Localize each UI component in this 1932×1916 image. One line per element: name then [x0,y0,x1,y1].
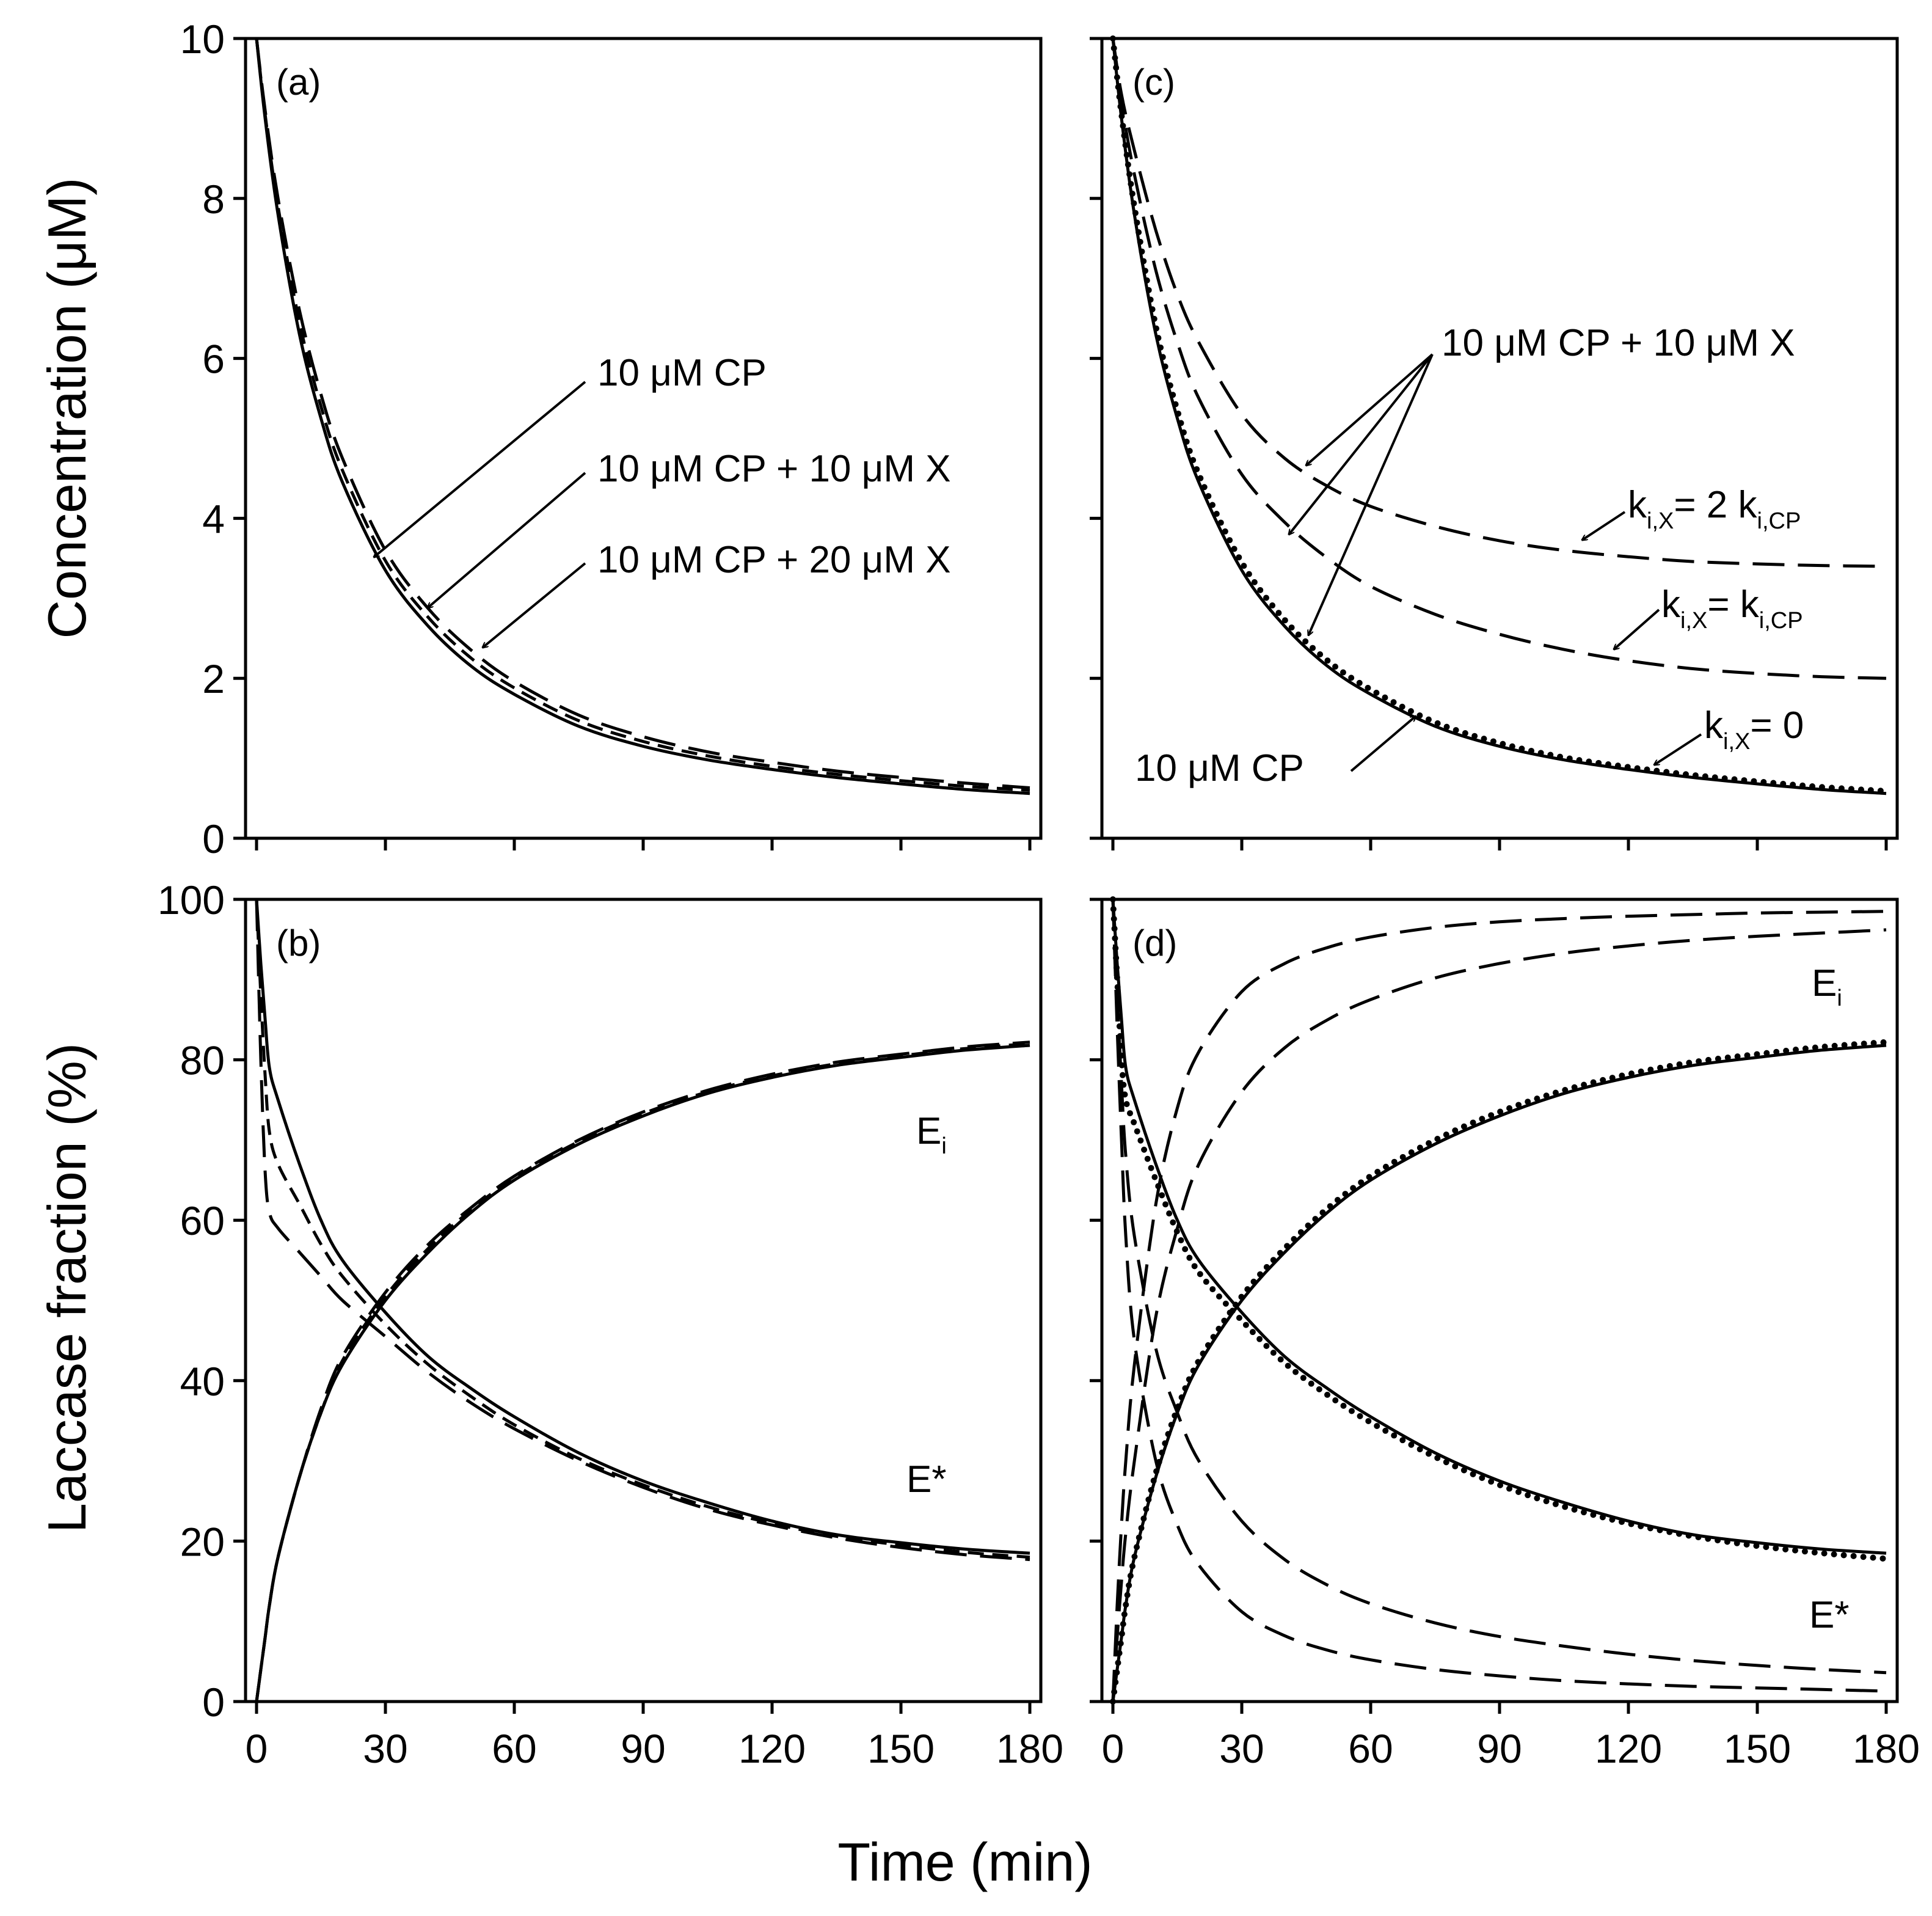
series-line [255,38,1030,789]
arrow-ki-x-0 [1654,733,1702,765]
x-tick-label: 180 [996,1726,1063,1771]
series-line [1111,910,1887,1702]
arrow-10um-cp [374,381,586,557]
series-line [255,38,1030,792]
arrow-ki-x-2ki-cp [1582,511,1626,540]
series-line [1111,38,1887,680]
panel-d: 0 30 60 90 120 150 180 (d) [1090,896,1920,1771]
series-line [255,38,1030,795]
label-e-star: E* [1809,1594,1849,1636]
annotation-10um-cp-10um-x: 10 μM CP + 10 μM X [1442,322,1795,364]
label-ei: Ei [1812,962,1842,1011]
label-ki-x-2ki-cp: ki,X= 2 ki,CP [1628,484,1801,534]
arrow-to-k-curve [1289,353,1434,535]
panel-label: (b) [276,923,321,963]
plot-frame [1100,898,1899,1703]
y-tick-label: 100 [158,877,225,923]
x-tick-label: 120 [738,1726,806,1771]
panel-b-annotations: Ei E* [906,1110,947,1501]
y-axis-title-laccase-fraction: Laccase fraction (%) [37,1043,97,1533]
annotation-10um-cp: 10 μM CP [1135,747,1304,789]
x-tick-label: 120 [1595,1726,1662,1771]
arrow-to-zero-curve [1308,354,1434,635]
y-tick-label: 60 [180,1198,225,1243]
x-tick-label: 180 [1853,1726,1920,1771]
panel-label: (d) [1132,923,1177,963]
panel-b: 0 20 40 60 80 100 0 30 60 90 120 150 180 (b) [158,877,1063,1771]
series-line [255,899,1030,1559]
series-line [255,899,1030,1562]
series-line [1111,38,1887,795]
y-tick-label: 2 [202,656,225,701]
x-tick-label: 150 [867,1726,935,1771]
arrow-10um-cp-20um-x [483,562,586,648]
y-tick-label: 0 [202,816,225,861]
label-e-star: E* [906,1458,946,1501]
arrow-ki-x-ki-cp [1614,609,1660,649]
series-line [255,899,1030,1555]
x-tick-label: 60 [1348,1726,1393,1771]
label-ki-x-0: ki,X= 0 [1704,704,1804,755]
series-line [1110,35,1889,794]
panel-a: 0 2 4 6 8 10 (a) [180,16,1043,861]
series-line [1111,1044,1887,1702]
y-tick-label: 0 [202,1680,225,1725]
y-tick-label: 80 [180,1038,225,1083]
x-tick-label: 30 [1219,1726,1264,1771]
y-tick-label: 8 [202,177,225,222]
panel-label: (a) [276,62,321,103]
series-line [1111,899,1887,1693]
x-axis-title-time: Time (min) [837,1832,1092,1892]
annotation-10um-cp-10um-x: 10 μM CP + 10 μM X [597,448,951,490]
y-tick-label: 6 [202,337,225,382]
arrow-to-2k-curve [1306,353,1434,466]
label-ki-x-ki-cp: ki,X= ki,CP [1661,583,1803,634]
panel-label: (c) [1132,62,1175,103]
x-tick-label: 150 [1724,1726,1791,1771]
series-line [1111,899,1887,1675]
y-tick-label: 4 [202,496,225,541]
series-line [1111,38,1887,568]
x-tick-label: 60 [492,1726,536,1771]
series-line [1110,1039,1889,1705]
annotation-10um-cp-20um-x: 10 μM CP + 20 μM X [597,539,951,581]
plot-frame [244,37,1043,840]
annotation-10um-cp: 10 μM CP [597,352,767,394]
panel-d-annotations: Ei E* [1809,962,1849,1636]
y-tick-label: 10 [180,16,225,62]
x-tick-label: 90 [621,1726,665,1771]
y-tick-label: 40 [180,1359,225,1404]
series-line [1111,899,1887,1555]
series-line [1111,928,1887,1702]
series-line [255,1042,1030,1702]
panel-c: (c) [1090,35,1899,850]
x-tick-label: 0 [1102,1726,1125,1771]
label-ei: Ei [916,1110,947,1159]
x-tick-label: 90 [1477,1726,1522,1771]
x-tick-label: 0 [246,1726,268,1771]
panel-c-annotations: 10 μM CP + 10 μM X 10 μM CP ki,X= 2 ki,C… [1135,322,1804,789]
x-tick-label: 30 [363,1726,407,1771]
y-tick-label: 20 [180,1519,225,1564]
series-line [255,1040,1030,1702]
y-axis-title-concentration: Concentration (μM) [37,178,97,639]
series-line [255,1044,1030,1702]
series-line [1110,896,1889,1562]
panel-a-annotations: 10 μM CP 10 μM CP + 10 μM X 10 μM CP + 2… [374,352,951,648]
arrow-10um-cp [1350,716,1416,772]
arrow-10um-cp-10um-x [428,472,586,608]
